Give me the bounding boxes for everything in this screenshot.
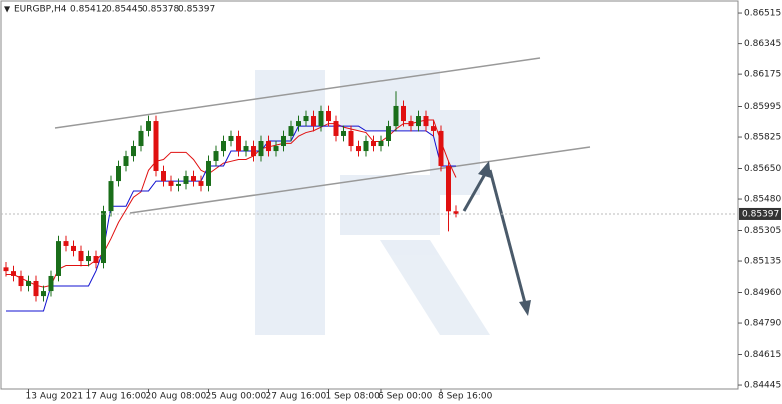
candle-body — [356, 146, 361, 152]
candle-body — [56, 241, 61, 276]
x-tick-label: 20 Aug 08:00 — [146, 392, 207, 402]
channel-lower — [129, 146, 591, 214]
candle-body — [348, 130, 354, 147]
candle-body — [423, 116, 429, 127]
x-tick-label: 13 Aug 2021 — [26, 392, 84, 402]
candle-body — [123, 156, 129, 166]
y-tick-label: 0.85305 — [744, 226, 781, 236]
candle-body — [18, 275, 24, 287]
candle-body — [3, 267, 9, 272]
candle-body — [333, 121, 339, 136]
candle-body — [251, 146, 256, 157]
header-value: 0.85397 — [178, 5, 215, 15]
candle-body — [26, 280, 31, 287]
y-tick-label: 0.85825 — [744, 133, 781, 143]
candle-body — [168, 181, 174, 186]
y-tick-label: 0.86175 — [744, 70, 781, 80]
candle-body — [318, 110, 324, 127]
candle-body — [71, 245, 76, 251]
candle-body — [48, 275, 54, 292]
y-tick-label: 0.84960 — [744, 288, 781, 298]
candle-body — [416, 116, 421, 127]
candle-body — [63, 241, 69, 246]
channel-upper — [54, 57, 541, 129]
candle-body — [273, 146, 279, 152]
candle-body — [101, 211, 106, 264]
candle-body — [446, 165, 451, 212]
candle-body — [438, 130, 444, 166]
candle-body — [176, 183, 181, 186]
price-tag-label: 0.85397 — [742, 209, 779, 219]
candle-body — [146, 121, 151, 131]
menu-arrow[interactable]: ▼ — [4, 5, 11, 14]
y-tick-label: 0.85650 — [744, 164, 781, 174]
candle-body — [86, 256, 91, 262]
y-tick-label: 0.84445 — [744, 381, 781, 391]
candle-body — [453, 211, 459, 214]
y-tick-label: 0.84790 — [744, 319, 781, 329]
candle-body — [221, 140, 226, 152]
indicator-line — [6, 125, 456, 312]
candle-body — [108, 181, 114, 212]
plot-frame — [0, 0, 739, 390]
y-tick-label: 0.86515 — [744, 9, 781, 19]
candle-body — [131, 146, 136, 157]
y-tick-label: 0.85480 — [744, 195, 781, 205]
x-tick-label: 8 Sep 16:00 — [438, 392, 493, 402]
x-tick-label: 6 Sep 00:00 — [378, 392, 433, 402]
candle-body — [363, 140, 369, 152]
candle-body — [311, 116, 316, 127]
candle-body — [258, 140, 264, 157]
candle-body — [206, 160, 211, 186]
candle-body — [41, 291, 46, 297]
x-tick-label: 17 Aug 16:00 — [86, 392, 147, 402]
candle-body — [288, 126, 294, 136]
candle-body — [408, 121, 414, 127]
candle-body — [386, 126, 391, 141]
candle-body — [116, 165, 121, 182]
candle-body — [198, 181, 204, 186]
y-tick-label: 0.85995 — [744, 102, 781, 112]
candle-body — [236, 135, 241, 152]
candle-body — [191, 176, 196, 182]
y-tick-label: 0.84615 — [744, 350, 781, 360]
header-value: 0.85445 — [106, 5, 143, 15]
candle-body — [326, 110, 331, 122]
candle-body — [138, 130, 144, 147]
candle-body — [213, 151, 219, 161]
y-tick-label: 0.86345 — [744, 39, 781, 49]
candle-body — [341, 130, 346, 136]
header-value: 0.85378 — [142, 5, 179, 15]
candle-body — [161, 171, 166, 182]
candle-body — [78, 250, 84, 262]
candle-body — [153, 121, 159, 172]
candle-body — [93, 256, 99, 264]
candle-body — [33, 280, 39, 297]
candle-body — [296, 121, 301, 127]
candle-body — [281, 135, 286, 147]
x-tick-label: 27 Aug 16:00 — [266, 392, 327, 402]
symbol: EURGBP,H4 — [14, 5, 67, 15]
x-tick-label: 1 Sep 08:00 — [326, 392, 381, 402]
y-tick-label: 0.85135 — [744, 257, 781, 267]
candle-body — [183, 176, 189, 184]
candle-body — [371, 140, 376, 147]
candle-body — [431, 126, 436, 131]
price-tag — [739, 207, 781, 220]
candle-body — [393, 105, 399, 127]
candle-body — [11, 271, 16, 276]
candle-body — [303, 116, 309, 122]
x-tick-label: 25 Aug 00:00 — [206, 392, 267, 402]
header-value: 0.85412 — [70, 5, 107, 15]
candle-body — [228, 135, 234, 141]
candle-body — [266, 140, 271, 152]
candle-body — [378, 140, 384, 147]
forecast-arrows — [462, 161, 531, 316]
candle-body — [401, 105, 406, 122]
candle-body — [243, 146, 249, 152]
